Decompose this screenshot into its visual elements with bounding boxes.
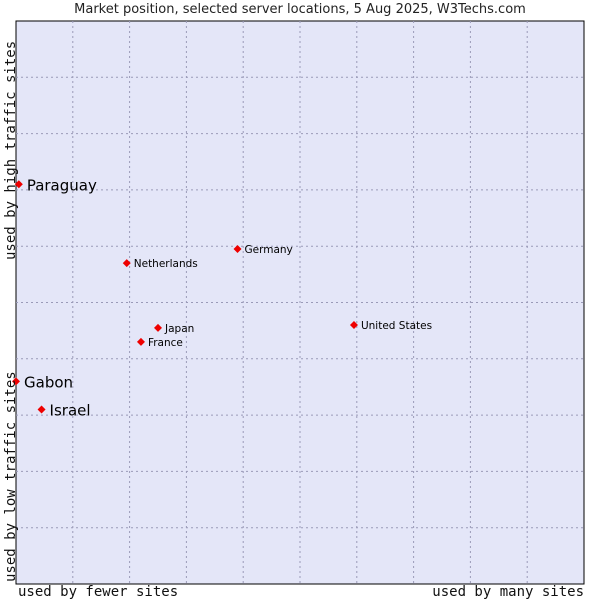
point-marker-gabon[interactable] xyxy=(12,377,20,386)
point-label-france: France xyxy=(148,337,183,349)
point-marker-germany[interactable] xyxy=(233,245,242,254)
point-marker-france[interactable] xyxy=(136,337,145,346)
point-marker-japan[interactable] xyxy=(154,323,162,332)
y-axis-label-high: used by high traffic sites xyxy=(3,40,19,260)
point-marker-united-states[interactable] xyxy=(349,321,358,330)
point-label-germany: Germany xyxy=(245,244,293,256)
x-axis-label-high: used by many sites xyxy=(432,584,584,600)
point-label-gabon: Gabon xyxy=(24,373,73,391)
point-marker-paraguay[interactable] xyxy=(14,180,23,189)
point-label-paraguay: Paraguay xyxy=(27,176,97,194)
y-axis-label-low: used by low traffic sites xyxy=(3,371,19,582)
point-label-japan: Japan xyxy=(164,323,194,335)
point-label-united-states: United States xyxy=(361,320,432,332)
point-label-israel: Israel xyxy=(50,401,91,419)
x-axis-label-low: used by fewer sites xyxy=(18,584,179,600)
chart-title: Market position, selected server locatio… xyxy=(74,2,526,17)
point-marker-israel[interactable] xyxy=(37,405,46,414)
grid-lines xyxy=(16,21,584,584)
point-marker-netherlands[interactable] xyxy=(122,259,131,268)
point-label-netherlands: Netherlands xyxy=(134,258,198,270)
data-points: Paraguay Gabon Israel Netherlands Germany Uni… xyxy=(12,176,432,419)
